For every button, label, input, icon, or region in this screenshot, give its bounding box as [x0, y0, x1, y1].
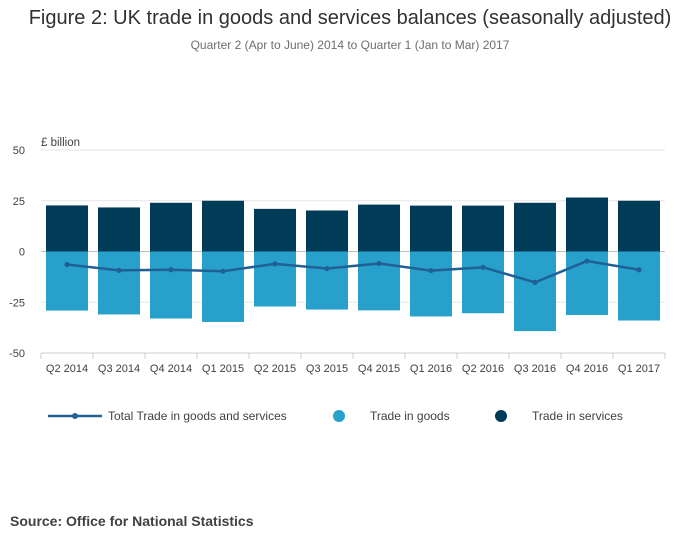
total-line: [66, 259, 640, 284]
bar-goods: [98, 251, 140, 315]
legend-line-marker: [72, 413, 78, 419]
x-tick-label: Q1 2015: [202, 363, 244, 375]
bar-services: [462, 205, 504, 252]
chart-subtitle: Quarter 2 (Apr to June) 2014 to Quarter …: [190, 38, 510, 52]
bar-services: [202, 200, 244, 252]
total-point: [636, 267, 642, 273]
legend-label-total: Total Trade in goods and services: [108, 409, 287, 423]
total-line-layer: [64, 258, 642, 285]
bar-goods: [150, 251, 192, 319]
bar-services: [306, 210, 348, 252]
total-point: [376, 260, 382, 267]
total-point: [220, 268, 226, 274]
y-tick-label: 25: [13, 196, 25, 208]
chart-title: Figure 2: UK trade in goods and services…: [28, 7, 672, 29]
legend-label-services: Trade in services: [532, 409, 623, 423]
total-point: [584, 258, 590, 264]
total-point: [428, 267, 434, 274]
bar-goods: [462, 251, 504, 314]
total-point: [480, 264, 486, 270]
x-tick-label: Q1 2017: [618, 363, 660, 375]
bar-services: [358, 204, 400, 252]
x-tick-label: Q4 2015: [358, 363, 400, 375]
y-axis: 50 25 0 -25 -50: [9, 145, 25, 360]
bar-goods: [306, 251, 348, 310]
bar-goods: [358, 251, 400, 311]
x-tick-label: Q4 2014: [150, 363, 192, 375]
x-tick-label: Q3 2015: [306, 363, 348, 375]
total-point: [116, 267, 122, 273]
bar-services: [514, 202, 556, 252]
bar-services: [410, 205, 452, 252]
y-tick-label: -50: [9, 348, 25, 360]
legend-goods-swatch: [333, 410, 345, 422]
bar-services: [150, 202, 192, 252]
bar-goods: [618, 251, 660, 321]
x-tick-label: Q2 2016: [462, 363, 504, 375]
bar-goods: [46, 251, 88, 311]
source-note: Source: Office for National Statistics: [10, 513, 254, 529]
legend-services-swatch: [495, 410, 507, 422]
y-tick-label: 50: [13, 145, 25, 157]
total-point: [64, 261, 70, 268]
y-tick-label: 0: [19, 247, 25, 259]
y-axis-label: £ billion: [41, 137, 80, 149]
x-tick-label: Q4 2016: [566, 363, 608, 375]
total-point: [168, 267, 174, 273]
bar-services: [254, 208, 296, 252]
legend-label-goods: Trade in goods: [370, 409, 450, 423]
bar-services: [46, 205, 88, 252]
x-tick-label: Q2 2015: [254, 363, 296, 375]
x-tick-label: Q2 2014: [46, 363, 88, 375]
bar-services: [98, 207, 140, 252]
bars-layer: [46, 197, 660, 332]
bar-goods: [202, 251, 244, 322]
bar-goods: [514, 251, 556, 332]
x-tick-label: Q3 2014: [98, 363, 140, 375]
bar-services: [566, 197, 608, 252]
bar-goods: [410, 251, 452, 317]
bar-goods: [254, 251, 296, 307]
y-tick-label: -25: [9, 297, 25, 309]
bar-services: [618, 200, 660, 252]
legend: Total Trade in goods and services Trade i…: [48, 409, 623, 423]
total-point: [324, 265, 330, 272]
x-tick-label: Q3 2016: [514, 363, 556, 375]
x-axis: Q2 2014 Q3 2014 Q4 2014 Q1 2015 Q2 2015 Q3 20…: [40, 352, 666, 375]
total-point: [272, 261, 278, 267]
x-tick-label: Q1 2016: [410, 363, 452, 375]
total-point: [532, 279, 538, 285]
